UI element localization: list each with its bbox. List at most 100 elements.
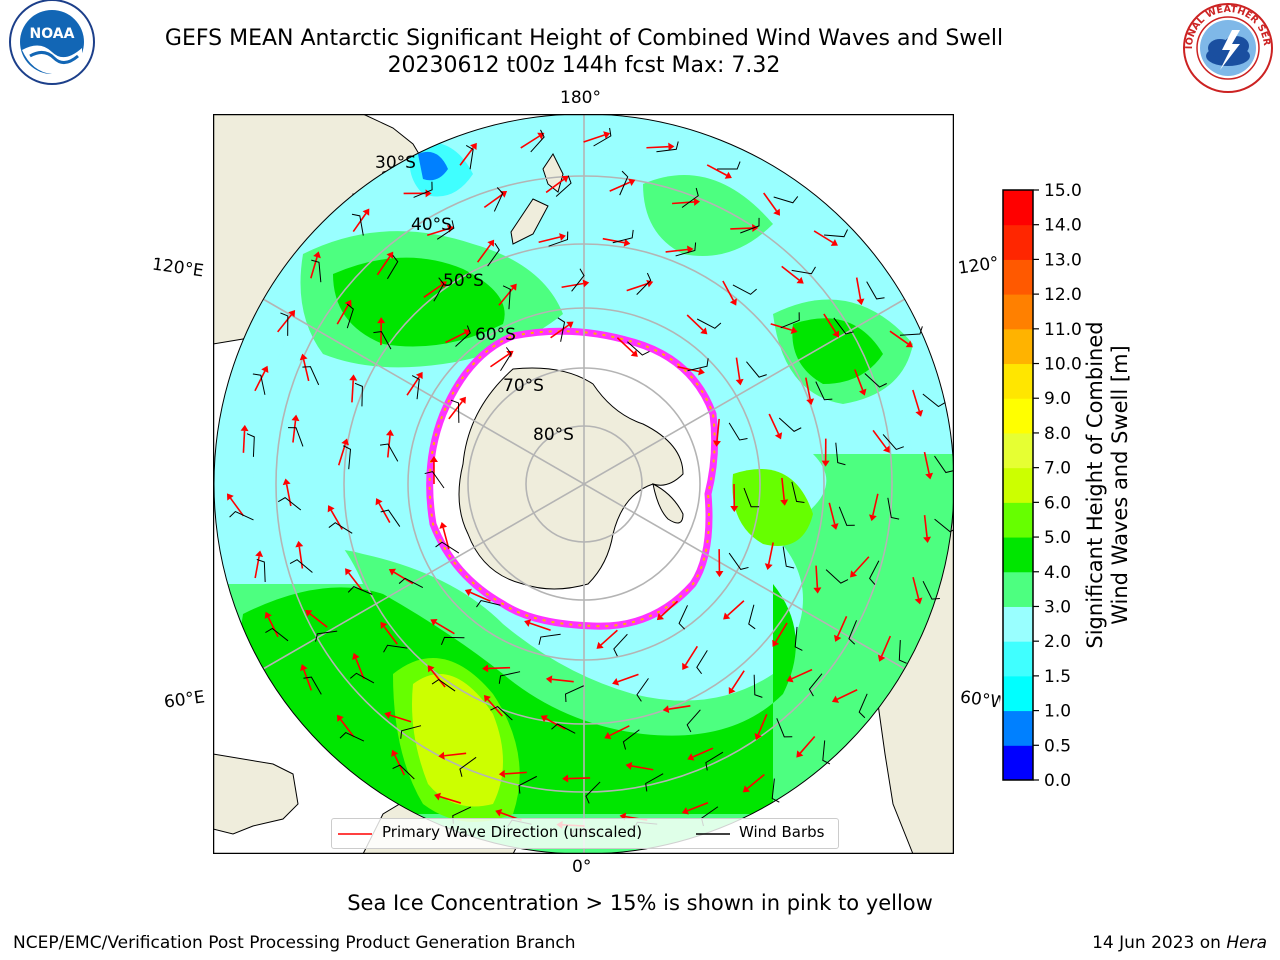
wave-arrow-head: [858, 388, 867, 396]
wind-barb: [622, 729, 640, 750]
colorbar-cell: [1003, 190, 1033, 226]
wave-arrow-head: [604, 731, 612, 740]
wave-arrow-head: [264, 611, 272, 619]
lon-label-60w: 60°W: [958, 687, 1002, 713]
wave-arrow-head: [687, 753, 695, 761]
wave-arrow-head: [430, 619, 438, 626]
map-legend: Primary Wave Direction (unscaled) Wind B…: [331, 818, 839, 849]
wind-barb: [869, 560, 880, 585]
wave-arrow-head: [498, 769, 506, 778]
wind-barb: [794, 626, 803, 651]
wave-arrow-head: [459, 396, 466, 404]
wave-arrow: [781, 477, 785, 500]
wave-arrow-head: [582, 279, 590, 288]
wind-barb: [838, 506, 855, 526]
wind-barb: [413, 181, 433, 198]
wave-arrow: [815, 565, 819, 588]
wave-arrow: [731, 670, 745, 690]
title-line-2: 20230612 t00z 144h fcst Max: 7.32: [387, 53, 781, 78]
wave-arrow: [430, 669, 446, 688]
wave-arrow-head: [882, 445, 890, 453]
wind-barb: [450, 399, 460, 423]
wave-arrow: [538, 236, 561, 243]
wave-arrow: [303, 669, 313, 691]
wave-arrow: [448, 400, 463, 420]
wave-arrow: [277, 314, 293, 333]
wind-barb: [256, 558, 266, 583]
lon-label-180: 180°: [560, 88, 601, 108]
wind-barb: [229, 510, 254, 521]
wind-barb: [411, 375, 420, 400]
colorbar-tick-label: 15.0: [1044, 181, 1082, 201]
wave-arrow-head: [623, 238, 631, 247]
wave-arrow: [435, 621, 455, 635]
wave-arrow-head: [833, 634, 842, 642]
wave-arrow-head: [668, 142, 675, 151]
wind-barb: [833, 317, 854, 335]
wind-barb: [311, 259, 322, 283]
wave-arrow-head: [774, 432, 783, 440]
wave-arrow: [470, 591, 491, 603]
wave-arrow: [490, 353, 510, 368]
wave-arrow: [488, 666, 511, 670]
wave-arrow: [813, 230, 834, 244]
wave-arrow-head: [687, 245, 694, 254]
wind-barb: [564, 685, 584, 703]
wave-arrow: [444, 752, 467, 757]
noaa-logo: NOAA: [9, 0, 95, 85]
wave-arrow: [823, 313, 837, 333]
wave-arrow-head: [524, 619, 532, 627]
wind-barb: [347, 586, 373, 595]
wave-arrow-head: [327, 505, 335, 513]
wind-barb: [502, 285, 511, 310]
wave-arrow-head: [566, 321, 574, 329]
wave-arrow: [229, 497, 245, 517]
wind-barb: [696, 650, 708, 675]
wave-arrow-head: [700, 327, 708, 335]
wave-arrow-head: [415, 371, 423, 380]
wind-barb: [613, 633, 628, 657]
wave-arrow: [545, 178, 565, 194]
wave-arrow: [445, 331, 466, 344]
wave-arrow: [727, 600, 745, 617]
colorbar-tick-label: 4.0: [1044, 563, 1071, 583]
wave-arrow-head: [735, 378, 744, 386]
wave-arrow-head: [832, 330, 840, 338]
wave-arrow: [781, 265, 800, 281]
wind-barb: [824, 229, 848, 238]
wave-arrow: [383, 626, 398, 645]
wave-arrow-head: [559, 233, 566, 241]
wind-barb: [487, 242, 500, 267]
wind-barb: [771, 778, 780, 803]
wave-arrow-head: [377, 317, 386, 324]
wave-arrow-head: [754, 733, 762, 741]
wind-barb: [465, 145, 474, 170]
colorbar-cell: [1003, 675, 1033, 712]
land-antarctic-peninsula: [652, 483, 684, 524]
wave-arrow: [545, 717, 566, 730]
wave-arrow-head: [773, 208, 780, 216]
wave-arrow: [746, 773, 765, 790]
wave-arrow-head: [723, 612, 731, 620]
wind-barb: [612, 229, 634, 244]
wave-arrow: [716, 418, 720, 441]
wave-arrow: [600, 629, 618, 646]
wave-arrow: [309, 612, 328, 628]
wave-arrow: [665, 248, 688, 253]
colorbar-cell: [1003, 224, 1033, 260]
wind-barb: [373, 331, 392, 350]
wind-barb: [743, 487, 760, 508]
land-africa: [213, 753, 299, 835]
wave-arrow: [355, 658, 365, 680]
wind-barb: [518, 775, 538, 794]
wave-arrow-head: [336, 714, 344, 722]
wave-arrow-head: [868, 514, 877, 522]
lat-label-80s: 80°S: [533, 425, 574, 445]
wave-arrow-head: [463, 329, 471, 337]
wave-arrow: [551, 678, 574, 683]
colorbar-tick-label: 6.0: [1044, 493, 1071, 513]
colorbar-tick-label: 1.0: [1044, 702, 1071, 722]
wind-barb: [490, 705, 513, 721]
wind-barb: [424, 471, 445, 489]
wind-barb: [548, 231, 569, 247]
